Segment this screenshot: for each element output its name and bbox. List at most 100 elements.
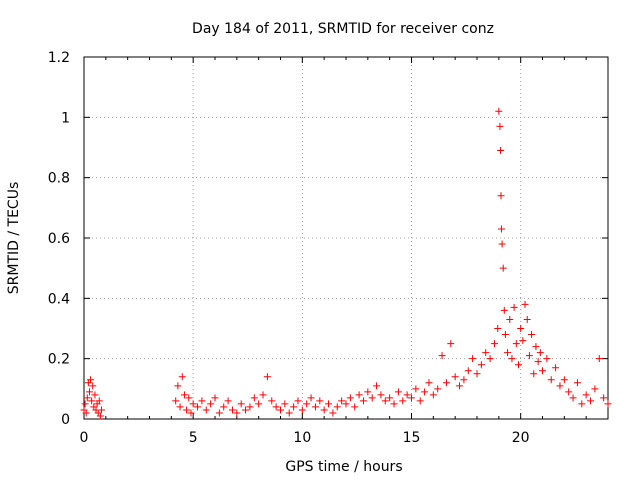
y-tick-label: 0.8: [48, 171, 70, 187]
data-point: [82, 409, 90, 417]
data-point: [91, 391, 99, 399]
data-point: [504, 349, 512, 357]
data-point: [290, 403, 298, 411]
data-point: [528, 331, 536, 339]
data-point: [303, 400, 311, 408]
x-tick-label: 5: [189, 430, 198, 446]
data-point: [85, 388, 93, 396]
data-point: [359, 397, 367, 405]
data-point: [473, 370, 481, 378]
data-point: [268, 397, 276, 405]
data-point: [521, 300, 529, 308]
data-point: [259, 391, 267, 399]
data-point: [477, 361, 485, 369]
data-point: [364, 388, 372, 396]
data-point: [250, 394, 258, 402]
x-axis-label: GPS time / hours: [285, 459, 402, 475]
data-point: [187, 409, 195, 417]
data-point: [587, 397, 595, 405]
data-point: [482, 349, 490, 357]
data-point: [178, 373, 186, 381]
data-point: [263, 373, 271, 381]
data-point: [506, 315, 514, 323]
data-point: [460, 376, 468, 384]
y-tick-label: 0.4: [48, 291, 70, 307]
data-point: [316, 397, 324, 405]
data-point: [394, 388, 402, 396]
data-point: [403, 391, 411, 399]
data-point: [499, 264, 507, 272]
data-point: [494, 325, 502, 332]
data-point: [565, 388, 573, 396]
x-tick-label: 10: [293, 430, 311, 446]
y-tick-label: 0.6: [48, 231, 70, 247]
data-point: [604, 400, 612, 408]
y-axis-label: SRMTID / TECUs: [6, 182, 22, 295]
data-point: [224, 397, 232, 405]
data-point: [87, 376, 95, 384]
data-point: [543, 355, 551, 363]
data-point: [194, 403, 202, 411]
data-point: [351, 403, 359, 411]
y-tick-label: 1.2: [48, 50, 70, 66]
data-point: [416, 397, 424, 405]
data-point: [174, 382, 182, 390]
y-tick-label: 1: [61, 110, 70, 126]
data-point: [255, 400, 263, 408]
data-point: [325, 400, 333, 408]
data-point: [530, 370, 538, 378]
data-point: [377, 391, 385, 399]
data-point: [228, 406, 236, 414]
data-point: [342, 400, 350, 408]
data-point: [429, 391, 437, 399]
data-point: [220, 403, 228, 411]
data-point: [346, 394, 354, 402]
data-point: [88, 397, 96, 405]
data-point: [508, 355, 516, 363]
data-point: [281, 400, 289, 408]
data-point: [525, 352, 533, 360]
data-point: [172, 397, 180, 405]
data-point: [442, 379, 450, 387]
data-point: [573, 379, 581, 387]
y-tick-label: 0: [61, 412, 70, 428]
data-point: [211, 394, 219, 402]
data-point: [532, 343, 540, 351]
data-point: [246, 403, 254, 411]
data-point: [425, 379, 433, 387]
data-point: [298, 406, 306, 414]
plot-frame: [83, 56, 609, 420]
data-point: [497, 225, 505, 233]
data-point: [237, 400, 245, 408]
data-point: [412, 385, 420, 393]
data-point: [497, 192, 505, 200]
data-point: [556, 382, 564, 390]
data-point: [591, 385, 599, 393]
data-point: [399, 397, 407, 405]
data-point: [338, 397, 346, 405]
data-point: [534, 358, 542, 366]
data-point: [95, 397, 103, 405]
data-point: [386, 394, 394, 402]
data-point: [523, 315, 531, 323]
data-point: [539, 367, 546, 375]
data-point: [552, 364, 560, 372]
data-point: [497, 147, 505, 155]
data-point: [421, 388, 429, 396]
data-point: [202, 406, 210, 414]
data-point: [368, 394, 376, 402]
data-point: [294, 397, 302, 405]
data-point: [272, 403, 280, 411]
data-point: [578, 400, 586, 408]
x-tick-label: 0: [80, 430, 89, 446]
data-point: [501, 331, 509, 339]
data-point: [438, 352, 446, 360]
data-point: [496, 122, 504, 130]
data-point: [233, 409, 241, 417]
data-point: [451, 373, 459, 381]
chart-title: Day 184 of 2011, SRMTID for receiver con…: [192, 21, 494, 37]
data-point: [307, 394, 315, 402]
data-point: [519, 337, 527, 345]
data-point: [536, 349, 544, 357]
